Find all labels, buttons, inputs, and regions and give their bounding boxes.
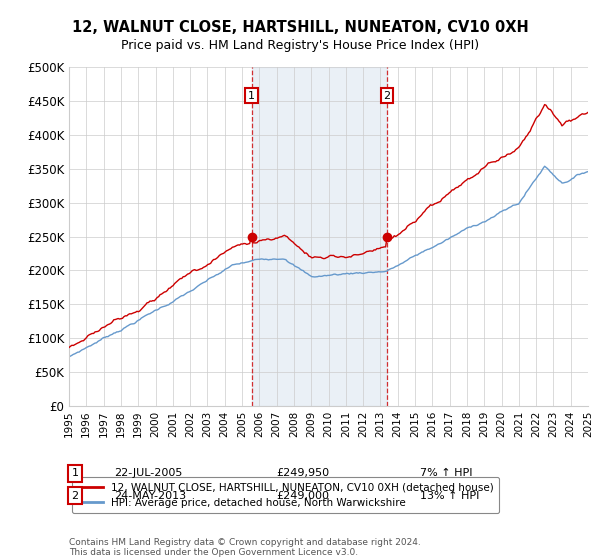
Legend: 12, WALNUT CLOSE, HARTSHILL, NUNEATON, CV10 0XH (detached house), HPI: Average p: 12, WALNUT CLOSE, HARTSHILL, NUNEATON, C… <box>71 477 499 513</box>
Text: 13% ↑ HPI: 13% ↑ HPI <box>420 491 479 501</box>
Text: 1: 1 <box>71 468 79 478</box>
Text: £249,000: £249,000 <box>276 491 329 501</box>
Bar <box>251 67 387 406</box>
Text: 22-JUL-2005: 22-JUL-2005 <box>114 468 182 478</box>
Text: 2: 2 <box>71 491 79 501</box>
Text: £249,950: £249,950 <box>276 468 329 478</box>
Text: Price paid vs. HM Land Registry's House Price Index (HPI): Price paid vs. HM Land Registry's House … <box>121 39 479 52</box>
Text: 7% ↑ HPI: 7% ↑ HPI <box>420 468 473 478</box>
Text: 1: 1 <box>248 91 255 101</box>
Text: 2: 2 <box>383 91 391 101</box>
Text: Contains HM Land Registry data © Crown copyright and database right 2024.
This d: Contains HM Land Registry data © Crown c… <box>69 538 421 557</box>
Text: 24-MAY-2013: 24-MAY-2013 <box>114 491 186 501</box>
Text: 12, WALNUT CLOSE, HARTSHILL, NUNEATON, CV10 0XH: 12, WALNUT CLOSE, HARTSHILL, NUNEATON, C… <box>71 20 529 35</box>
